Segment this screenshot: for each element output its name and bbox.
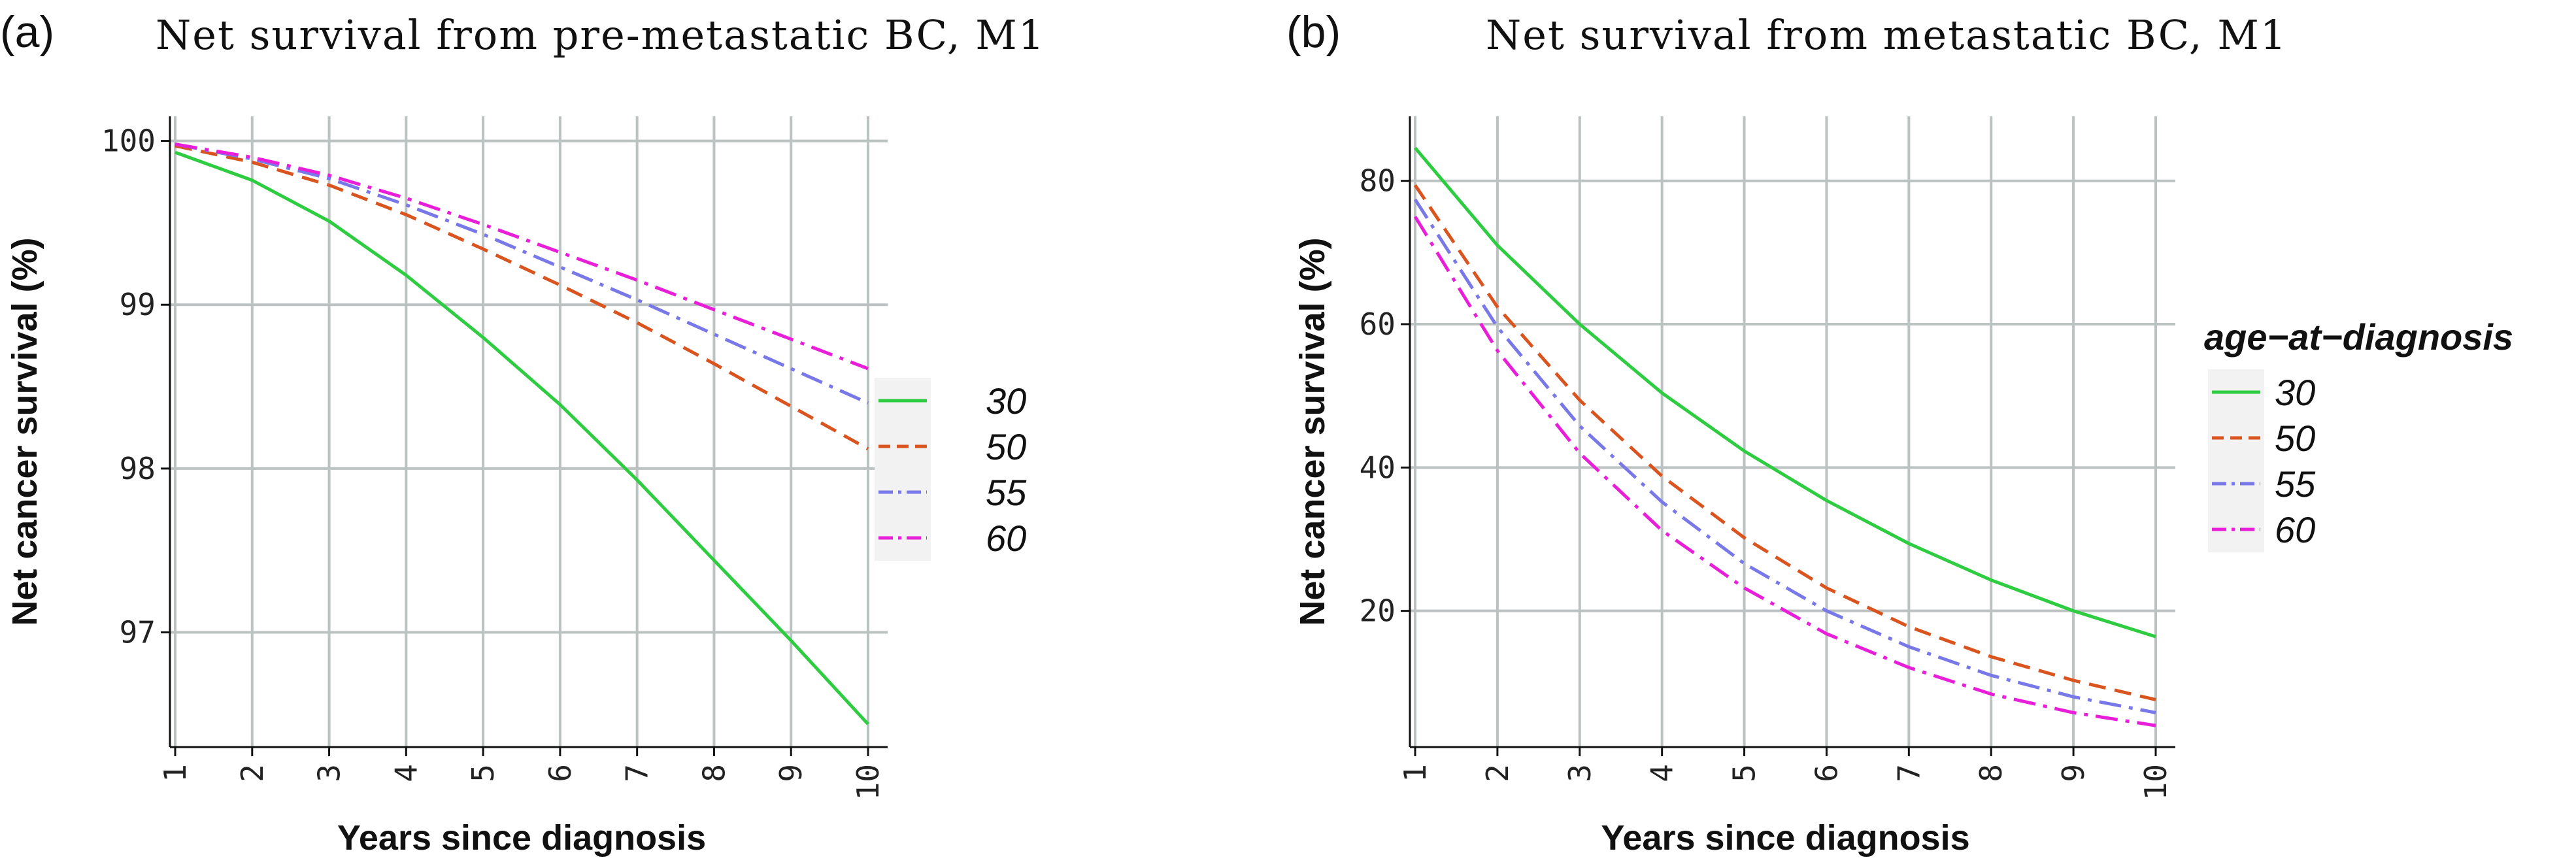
x-tick-label: 2	[235, 764, 270, 782]
x-tick-label: 8	[1973, 764, 2009, 782]
y-tick-label: 40	[1360, 450, 1396, 485]
x-tick-label: 3	[1562, 764, 1597, 782]
x-tick-label: 3	[312, 764, 347, 782]
panel-label: (a)	[0, 7, 54, 57]
series-line-50	[175, 144, 869, 450]
x-tick-label: 4	[1645, 764, 1680, 782]
panel-label: (b)	[1286, 7, 1341, 57]
series-line-55	[175, 142, 869, 405]
series-line-30	[175, 150, 869, 725]
x-axis-title: Years since diagnosis	[1601, 818, 1969, 858]
legend-label-30: 30	[986, 380, 1026, 422]
chart-title: Net survival from metastatic BC, M1	[1486, 11, 2287, 59]
legend-label-60: 60	[986, 518, 1026, 559]
axes: 20 40 60 80 1 2 3 4 5 6 7 8 9 10	[1360, 116, 2175, 800]
series-lines	[1413, 146, 2156, 727]
x-tick-label: 9	[773, 764, 809, 782]
chart-panel-a: (a) Net survival from pre-metastatic BC, …	[0, 7, 1045, 858]
series-lines	[175, 142, 869, 725]
legend-key-background	[875, 378, 931, 561]
y-tick-label: 98	[120, 451, 156, 486]
axes: 97 98 99 100 1 2 3 4 5 6 7 8 9 10	[101, 116, 888, 800]
x-tick-label: 2	[1480, 764, 1515, 782]
x-tick-label: 4	[388, 764, 424, 782]
y-tick-label: 100	[101, 124, 156, 159]
x-tick-label: 6	[1809, 764, 1844, 782]
legend-label-30: 30	[2275, 372, 2315, 413]
legend-label-55: 55	[2275, 463, 2316, 505]
x-tick-label: 7	[1891, 764, 1926, 782]
legend-title: age−at−diagnosis	[2204, 316, 2513, 358]
x-tick-label: 9	[2056, 764, 2091, 782]
legend-key-background	[2208, 369, 2264, 552]
x-tick-label: 10	[2138, 764, 2173, 800]
gridlines	[170, 116, 888, 747]
series-line-55	[1413, 198, 2156, 714]
x-tick-label: 1	[158, 764, 193, 782]
series-line-60	[175, 142, 869, 371]
series-line-30	[1414, 146, 2156, 639]
x-tick-label: 8	[696, 764, 731, 782]
y-tick-label: 99	[120, 287, 156, 322]
y-tick-label: 20	[1360, 593, 1396, 629]
x-tick-label: 6	[543, 764, 578, 782]
chart-title: Net survival from pre-metastatic BC, M1	[156, 11, 1045, 59]
legend-label-50: 50	[986, 426, 1026, 467]
y-tick-label: 80	[1360, 163, 1396, 199]
series-line-50	[1413, 184, 2156, 702]
x-tick-label: 5	[1727, 764, 1762, 782]
gridlines	[1410, 116, 2175, 747]
x-tick-label: 1	[1397, 764, 1433, 782]
legend-label-50: 50	[2275, 418, 2315, 459]
x-tick-label: 7	[620, 764, 655, 782]
series-line-60	[1413, 216, 2156, 727]
y-axis-title: Net cancer survival (%)	[5, 237, 44, 625]
x-axis-title: Years since diagnosis	[337, 818, 706, 858]
y-tick-label: 60	[1360, 307, 1396, 342]
chart-panel-b: (b) Net survival from metastatic BC, M1 20…	[1286, 7, 2513, 858]
y-tick-label: 97	[120, 615, 156, 650]
x-tick-label: 10	[850, 764, 886, 800]
legend-label-55: 55	[986, 472, 1027, 513]
x-tick-label: 5	[465, 764, 501, 782]
legend-label-60: 60	[2275, 509, 2315, 550]
y-axis-title: Net cancer survival (%)	[1293, 237, 1332, 625]
